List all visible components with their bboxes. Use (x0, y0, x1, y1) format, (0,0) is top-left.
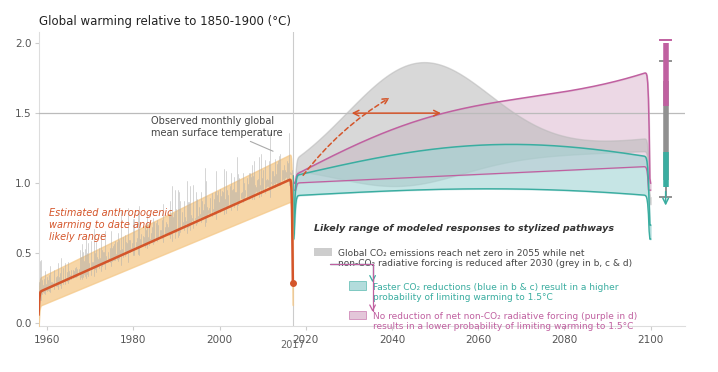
Text: No reduction of net non-CO₂ radiative forcing (purple in d)
results in a lower p: No reduction of net non-CO₂ radiative fo… (373, 312, 637, 331)
Text: Faster CO₂ reductions (blue in b & c) result in a higher
probability of limiting: Faster CO₂ reductions (blue in b & c) re… (373, 282, 618, 302)
Text: Likely range of modeled responses to stylized pathways: Likely range of modeled responses to sty… (314, 224, 615, 233)
Text: Observed monthly global
mean surface temperature: Observed monthly global mean surface tem… (151, 116, 282, 151)
Text: 2017: 2017 (281, 340, 305, 350)
Text: Estimated anthropogenic
warming to date and
likely range: Estimated anthropogenic warming to date … (50, 208, 173, 241)
Bar (349, 311, 366, 319)
Text: Global CO₂ emissions reach net zero in 2055 while net
non-CO₂ radiative forcing : Global CO₂ emissions reach net zero in 2… (338, 249, 633, 268)
Bar (349, 281, 366, 289)
Text: Global warming relative to 1850-1900 (°C): Global warming relative to 1850-1900 (°C… (39, 15, 291, 28)
Bar (314, 247, 332, 256)
